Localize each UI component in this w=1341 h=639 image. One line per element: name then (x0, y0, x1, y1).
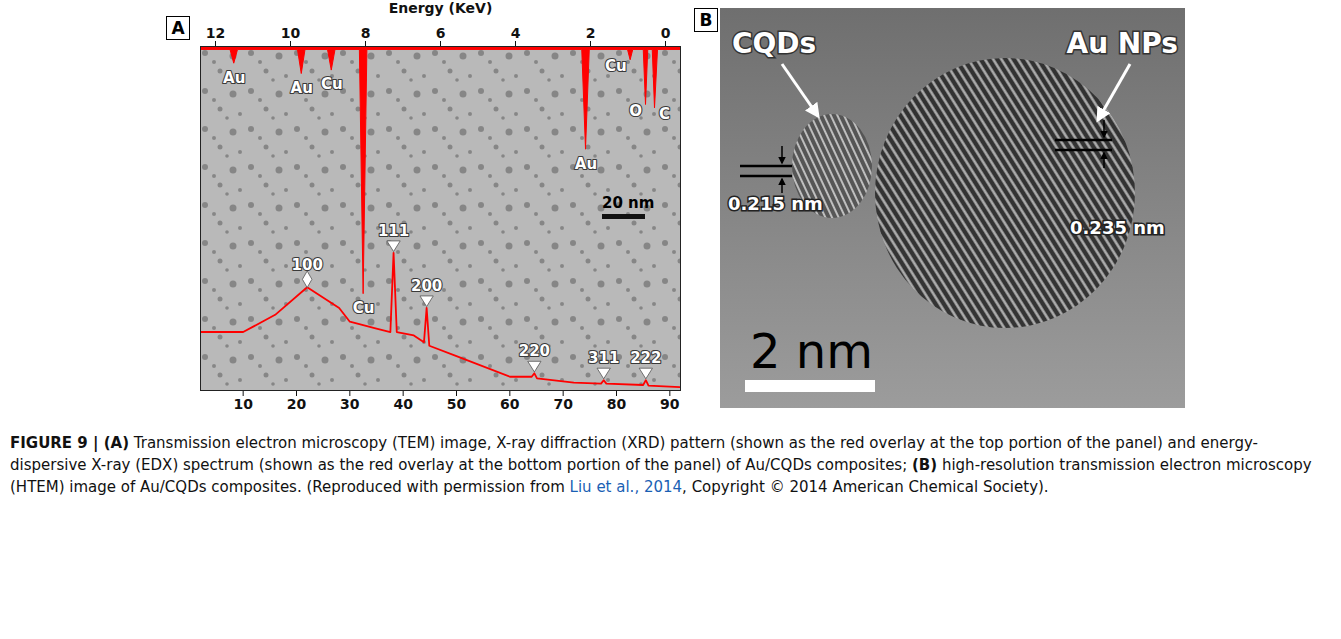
svg-text:Cu: Cu (321, 75, 343, 93)
html-text:A: A (171, 18, 185, 38)
svg-text:10: 10 (281, 25, 301, 41)
svg-text:10: 10 (233, 396, 253, 412)
svg-text:8: 8 (361, 25, 371, 41)
svg-text:Au: Au (575, 155, 597, 173)
svg-text:50: 50 (447, 396, 467, 412)
html-text:20 nm: 20 nm (602, 194, 655, 212)
svg-text:40: 40 (393, 396, 413, 412)
svg-text:200: 200 (411, 277, 442, 295)
svg-text:6: 6 (436, 25, 446, 41)
html-text:B: B (699, 10, 713, 30)
html-text:FIGURE 9 | (A) Transmission el: FIGURE 9 | (A) Transmission electron mic… (10, 434, 1312, 496)
svg-text:Au: Au (291, 79, 313, 97)
svg-text:80: 80 (607, 396, 627, 412)
svg-text:100: 100 (292, 256, 323, 274)
svg-text:90: 90 (660, 396, 680, 412)
svg-text:222: 222 (630, 349, 661, 367)
svg-text:30: 30 (340, 396, 360, 412)
svg-text:Energy (KeV): Energy (KeV) (389, 0, 493, 16)
svg-text:70: 70 (553, 396, 573, 412)
svg-text:C: C (659, 105, 670, 123)
svg-text:CQDs: CQDs (732, 27, 816, 60)
svg-text:20: 20 (287, 396, 307, 412)
svg-text:0: 0 (661, 25, 671, 41)
svg-text:60: 60 (500, 396, 520, 412)
svg-text:220: 220 (519, 342, 550, 360)
svg-text:4: 4 (511, 25, 521, 41)
svg-text:O: O (629, 102, 642, 120)
svg-text:0.235 nm: 0.235 nm (1070, 217, 1165, 238)
svg-text:Cu: Cu (605, 57, 627, 75)
svg-text:2 nm: 2 nm (750, 323, 873, 379)
svg-text:311: 311 (588, 349, 619, 367)
svg-text:12: 12 (206, 25, 225, 41)
svg-text:Au NPs: Au NPs (1067, 27, 1178, 60)
svg-text:Au: Au (223, 69, 245, 87)
svg-text:0.215 nm: 0.215 nm (728, 193, 823, 214)
svg-text:Cu: Cu (353, 299, 375, 317)
svg-text:111: 111 (378, 222, 409, 240)
svg-text:2: 2 (586, 25, 596, 41)
